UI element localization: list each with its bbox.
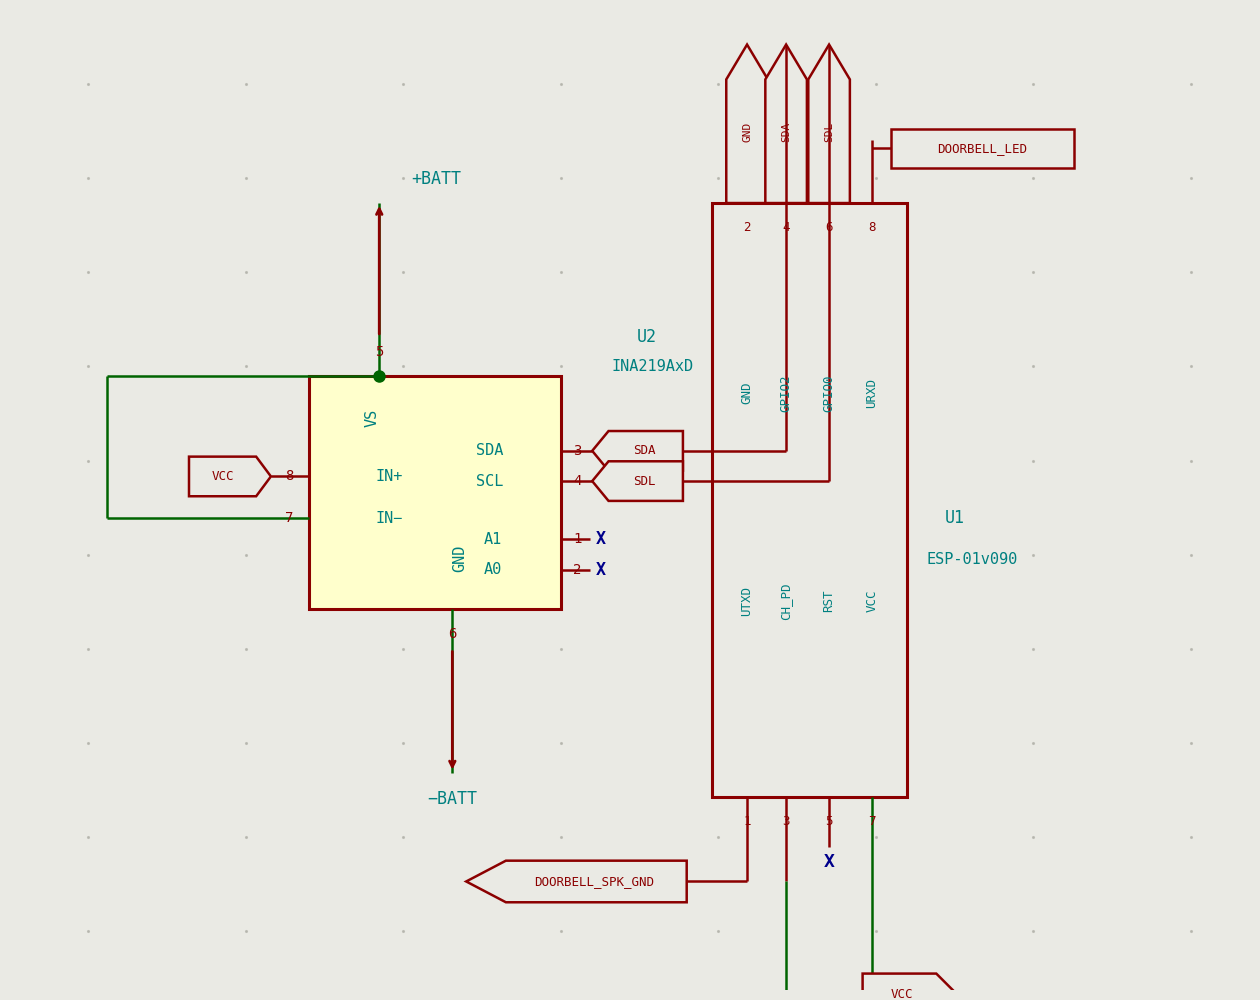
Text: 7: 7 [868,815,876,828]
Text: A0: A0 [484,562,501,577]
Text: DOORBELL_LED: DOORBELL_LED [937,142,1027,155]
Text: 7: 7 [285,511,294,525]
Polygon shape [466,861,687,902]
Text: 8: 8 [868,221,876,234]
Text: X: X [596,530,606,548]
Text: 4: 4 [782,221,790,234]
Text: X: X [596,561,606,579]
Text: 8: 8 [285,469,294,483]
Polygon shape [765,45,806,203]
Text: GND: GND [452,544,467,572]
Text: 2: 2 [573,563,582,577]
Text: 3: 3 [782,815,790,828]
Text: IN−: IN− [375,511,403,526]
Text: X: X [824,853,834,871]
Text: INA219AxD: INA219AxD [611,359,693,374]
Text: URXD: URXD [866,378,878,408]
Polygon shape [863,974,958,1000]
Text: SDA: SDA [634,444,656,457]
Bar [309,376,561,609]
Text: UTXD: UTXD [741,586,753,616]
Text: VS: VS [364,409,379,427]
Text: U2: U2 [636,328,656,346]
Text: RST: RST [823,590,835,612]
Text: DOORBELL_SPK_GND: DOORBELL_SPK_GND [534,875,654,888]
Bar [712,203,907,797]
Text: 5: 5 [375,345,383,359]
Text: GND: GND [742,122,752,142]
Text: 1: 1 [743,815,751,828]
Text: U1: U1 [945,509,965,527]
Text: GPIO0: GPIO0 [823,374,835,412]
Text: GPIO2: GPIO2 [780,374,793,412]
Polygon shape [809,45,849,203]
Text: 3: 3 [573,444,582,458]
Text: GND: GND [741,382,753,404]
Bar [891,129,1074,168]
Text: VCC: VCC [866,590,878,612]
Text: SCL: SCL [476,474,504,489]
Text: 2: 2 [743,221,751,234]
Text: SDL: SDL [824,122,834,142]
Text: SDA: SDA [476,443,504,458]
Polygon shape [726,45,767,203]
Polygon shape [592,431,683,471]
Polygon shape [189,457,271,496]
Text: 5: 5 [825,815,833,828]
Text: 1: 1 [573,532,582,546]
Text: 6: 6 [449,627,456,641]
Text: SDL: SDL [634,475,656,488]
Polygon shape [592,461,683,501]
Text: VCC: VCC [212,470,234,483]
Text: VCC: VCC [891,988,914,1000]
Text: 4: 4 [573,474,582,488]
Text: A1: A1 [484,532,501,547]
Text: −BATT: −BATT [427,790,478,808]
Text: SDA: SDA [781,122,791,142]
Text: IN+: IN+ [375,469,403,484]
Text: CH_PD: CH_PD [780,582,793,620]
Text: +BATT: +BATT [411,170,461,188]
Text: 6: 6 [825,221,833,234]
Text: ESP-01v090: ESP-01v090 [926,552,1017,567]
